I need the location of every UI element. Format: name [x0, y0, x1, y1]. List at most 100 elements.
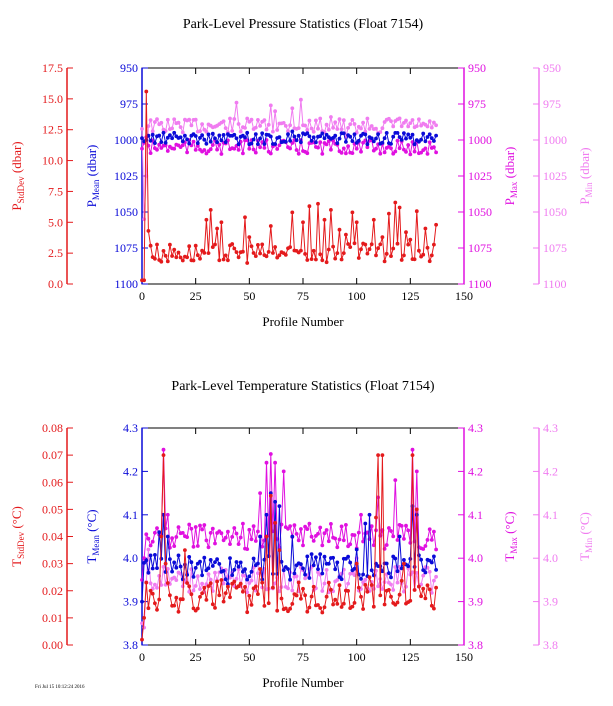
data-point — [268, 224, 273, 228]
data-point — [374, 146, 378, 151]
data-point — [429, 591, 434, 595]
data-point — [268, 134, 273, 139]
data-point — [408, 598, 413, 603]
data-point — [183, 548, 187, 552]
data-point — [339, 524, 344, 529]
data-point — [230, 129, 235, 133]
data-point — [193, 243, 198, 248]
data-point — [247, 574, 252, 579]
data-point — [333, 536, 338, 541]
data-point — [410, 570, 415, 575]
data-point — [314, 118, 318, 123]
data-point — [314, 140, 318, 145]
data-point — [382, 136, 387, 141]
data-point — [213, 242, 217, 247]
data-point — [429, 125, 434, 130]
data-point — [144, 138, 149, 142]
y-tick-label: 7.5 — [48, 184, 63, 198]
data-point — [339, 577, 344, 582]
data-point — [410, 504, 415, 508]
data-point — [226, 258, 230, 263]
data-point — [350, 604, 355, 609]
data-point — [335, 141, 340, 146]
data-point — [223, 140, 228, 145]
data-point — [423, 226, 428, 231]
data-point — [172, 544, 177, 548]
data-point — [296, 580, 301, 585]
data-point — [307, 134, 312, 139]
data-point — [245, 577, 250, 582]
data-point — [346, 581, 350, 586]
y-axis-label: TMin (°C) — [577, 512, 594, 561]
data-point — [202, 148, 207, 152]
data-point — [387, 526, 391, 530]
data-point — [153, 553, 157, 557]
data-point — [376, 132, 380, 137]
data-point — [232, 132, 237, 137]
data-point — [421, 568, 426, 572]
data-point — [331, 602, 335, 607]
data-point — [153, 582, 157, 587]
data-point — [318, 606, 323, 610]
series-pink — [140, 97, 438, 222]
data-point — [341, 146, 346, 151]
data-point — [389, 594, 393, 599]
data-point — [144, 89, 149, 94]
data-point — [161, 447, 166, 452]
data-point — [359, 512, 363, 517]
data-point — [331, 244, 335, 249]
data-point — [365, 530, 370, 535]
data-point — [195, 141, 200, 146]
data-point — [326, 580, 331, 585]
data-point — [198, 595, 202, 599]
data-point — [380, 140, 385, 145]
data-point — [322, 136, 327, 141]
data-point — [350, 151, 355, 156]
data-point — [208, 139, 213, 144]
data-point — [176, 525, 181, 529]
data-point — [273, 521, 277, 525]
y-tick-label: 5.0 — [48, 215, 63, 229]
data-point — [288, 577, 292, 582]
data-point — [140, 136, 144, 141]
data-point — [320, 589, 325, 593]
data-point — [359, 577, 363, 581]
y-tick-label: 3.8 — [543, 638, 558, 652]
data-point — [236, 542, 241, 546]
data-point — [402, 561, 406, 566]
data-point — [202, 555, 207, 560]
data-point — [414, 571, 419, 575]
data-point — [172, 247, 177, 252]
data-point — [243, 585, 247, 589]
data-point — [324, 142, 329, 147]
data-point — [389, 529, 393, 533]
data-point — [307, 521, 312, 526]
data-point — [213, 136, 217, 141]
data-point — [423, 139, 428, 144]
data-point — [232, 246, 237, 251]
data-point — [258, 491, 262, 495]
data-point — [318, 252, 323, 257]
data-point — [283, 124, 288, 128]
data-point — [365, 251, 370, 256]
data-point — [335, 251, 340, 256]
data-point — [241, 151, 245, 156]
data-point — [335, 560, 340, 565]
data-point — [432, 529, 436, 534]
data-point — [191, 544, 196, 549]
data-point — [408, 557, 413, 561]
data-point — [389, 254, 393, 258]
data-point — [165, 135, 170, 140]
data-point — [210, 564, 215, 568]
data-point — [329, 147, 333, 152]
data-point — [329, 115, 333, 119]
data-point — [410, 453, 415, 457]
data-point — [243, 215, 247, 220]
data-point — [142, 616, 147, 620]
data-point — [174, 535, 179, 539]
data-point — [204, 129, 209, 134]
data-point — [434, 547, 438, 552]
data-point — [264, 534, 269, 539]
data-point — [374, 136, 378, 141]
data-point — [150, 539, 155, 544]
